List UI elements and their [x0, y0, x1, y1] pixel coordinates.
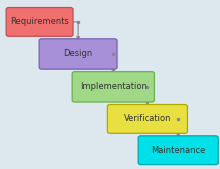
Text: Implementation: Implementation: [80, 82, 147, 91]
FancyBboxPatch shape: [6, 7, 73, 36]
FancyBboxPatch shape: [107, 105, 187, 133]
FancyBboxPatch shape: [39, 39, 117, 69]
Text: Verification: Verification: [124, 114, 171, 123]
FancyBboxPatch shape: [72, 72, 154, 102]
Text: Design: Design: [64, 50, 93, 58]
FancyBboxPatch shape: [138, 136, 218, 165]
Text: Maintenance: Maintenance: [151, 146, 205, 155]
Text: Requirements: Requirements: [10, 17, 69, 26]
